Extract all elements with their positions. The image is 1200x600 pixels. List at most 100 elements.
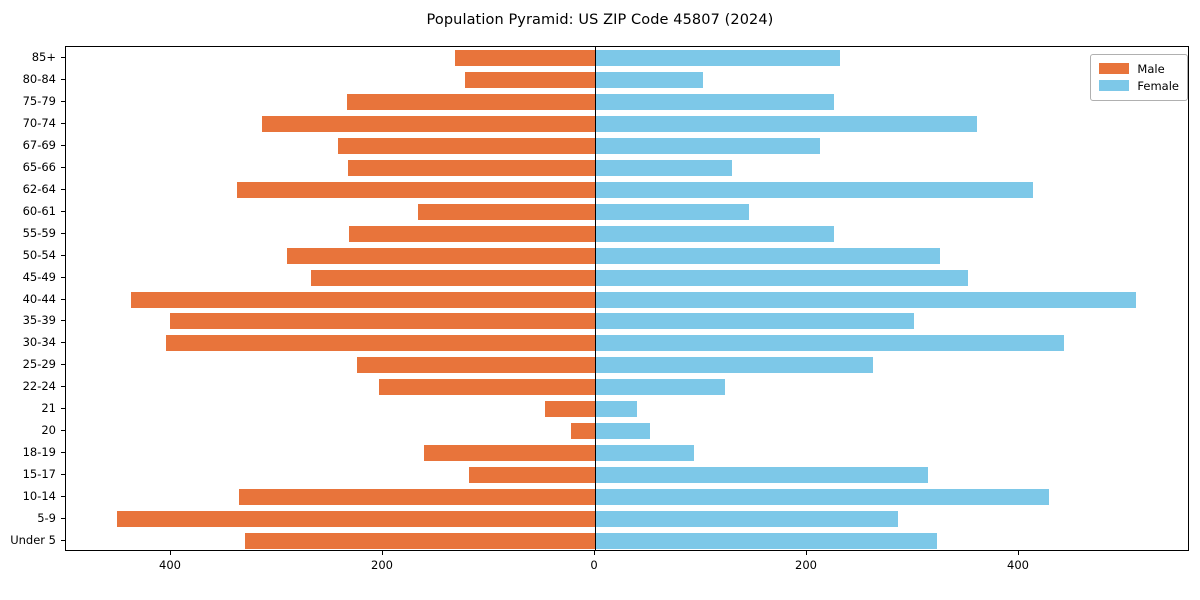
y-tick-label: 21: [41, 401, 56, 416]
y-tick-mark: [61, 144, 65, 146]
y-tick-label: 35-39: [22, 313, 56, 328]
legend-entry[interactable]: Female: [1099, 77, 1179, 94]
bar-male[interactable]: [464, 71, 595, 88]
bar-male[interactable]: [545, 401, 595, 418]
bar-male[interactable]: [349, 225, 595, 242]
bar-male[interactable]: [417, 203, 595, 220]
bar-row: [66, 310, 1188, 332]
bar-row: [66, 486, 1188, 508]
bar-male[interactable]: [338, 137, 595, 154]
y-tick-label: 85+: [31, 49, 56, 64]
bar-male[interactable]: [468, 467, 595, 484]
bar-female[interactable]: [595, 401, 638, 418]
y-tick-mark: [61, 452, 65, 454]
y-tick-mark: [61, 408, 65, 410]
bar-female[interactable]: [595, 159, 732, 176]
bar-row: [66, 420, 1188, 442]
y-tick-mark: [61, 78, 65, 80]
legend-label: Female: [1137, 78, 1179, 93]
bar-row: [66, 398, 1188, 420]
x-tick-label: 400: [1007, 558, 1029, 572]
bar-male[interactable]: [378, 379, 595, 396]
y-tick-label: 55-59: [22, 225, 56, 240]
bar-female[interactable]: [595, 203, 749, 220]
y-tick-mark: [61, 188, 65, 190]
bar-female[interactable]: [595, 379, 726, 396]
y-tick-mark: [61, 364, 65, 366]
bar-row: [66, 179, 1188, 201]
bar-male[interactable]: [356, 357, 595, 374]
bar-female[interactable]: [595, 115, 977, 132]
y-axis-ticks: [0, 46, 65, 551]
bar-female[interactable]: [595, 181, 1033, 198]
bar-row: [66, 135, 1188, 157]
y-tick-label: 50-54: [22, 247, 56, 262]
bar-female[interactable]: [595, 467, 928, 484]
x-tick-mark: [170, 551, 171, 555]
bar-female[interactable]: [595, 49, 840, 66]
bar-male[interactable]: [348, 159, 595, 176]
bar-row: [66, 113, 1188, 135]
x-tick-label: 200: [795, 558, 817, 572]
bar-male[interactable]: [286, 247, 595, 264]
y-tick-label: 15-17: [22, 467, 56, 482]
bar-female[interactable]: [595, 269, 969, 286]
y-tick-label: 60-61: [22, 203, 56, 218]
y-tick-label: 40-44: [22, 291, 56, 306]
x-tick-mark: [594, 551, 595, 555]
y-tick-mark: [61, 496, 65, 498]
bar-female[interactable]: [595, 291, 1136, 308]
bar-male[interactable]: [116, 511, 595, 528]
zero-axis-line: [594, 47, 596, 550]
bar-male[interactable]: [130, 291, 595, 308]
bar-male[interactable]: [236, 181, 595, 198]
bar-female[interactable]: [595, 445, 694, 462]
y-tick-mark: [61, 122, 65, 124]
bar-female[interactable]: [595, 511, 899, 528]
bar-female[interactable]: [595, 247, 940, 264]
y-tick-label: 18-19: [22, 445, 56, 460]
bar-male[interactable]: [455, 49, 595, 66]
y-tick-label: 65-66: [22, 159, 56, 174]
bar-row: [66, 69, 1188, 91]
x-tick-label: 400: [159, 558, 181, 572]
bar-female[interactable]: [595, 313, 915, 330]
bar-male[interactable]: [346, 93, 595, 110]
bar-row: [66, 157, 1188, 179]
bar-female[interactable]: [595, 137, 820, 154]
y-tick-label: 30-34: [22, 335, 56, 350]
bar-female[interactable]: [595, 71, 704, 88]
legend-swatch-icon: [1099, 63, 1130, 74]
bar-female[interactable]: [595, 225, 834, 242]
bar-male[interactable]: [245, 533, 595, 550]
bar-row: [66, 245, 1188, 267]
bar-row: [66, 289, 1188, 311]
bar-male[interactable]: [165, 335, 595, 352]
legend-entry[interactable]: Male: [1099, 60, 1179, 77]
y-tick-mark: [61, 254, 65, 256]
bar-male[interactable]: [310, 269, 595, 286]
y-tick-label: 20: [41, 423, 56, 438]
bar-female[interactable]: [595, 93, 834, 110]
y-tick-label: 75-79: [22, 93, 56, 108]
bar-male[interactable]: [169, 313, 595, 330]
bar-male[interactable]: [424, 445, 595, 462]
bar-female[interactable]: [595, 335, 1064, 352]
bar-female[interactable]: [595, 533, 938, 550]
x-tick-label: 0: [590, 558, 598, 572]
bar-female[interactable]: [595, 423, 651, 440]
bar-row: [66, 91, 1188, 113]
bar-female[interactable]: [595, 489, 1049, 506]
bar-female[interactable]: [595, 357, 873, 374]
y-tick-label: 22-24: [22, 379, 56, 394]
bar-row: [66, 223, 1188, 245]
bar-row: [66, 47, 1188, 69]
y-tick-mark: [61, 320, 65, 322]
y-tick-label: 45-49: [22, 269, 56, 284]
bar-male[interactable]: [262, 115, 595, 132]
page-title: Population Pyramid: US ZIP Code 45807 (2…: [426, 12, 774, 28]
bar-row: [66, 508, 1188, 530]
bar-male[interactable]: [570, 423, 595, 440]
bar-male[interactable]: [238, 489, 595, 506]
bar-row: [66, 442, 1188, 464]
